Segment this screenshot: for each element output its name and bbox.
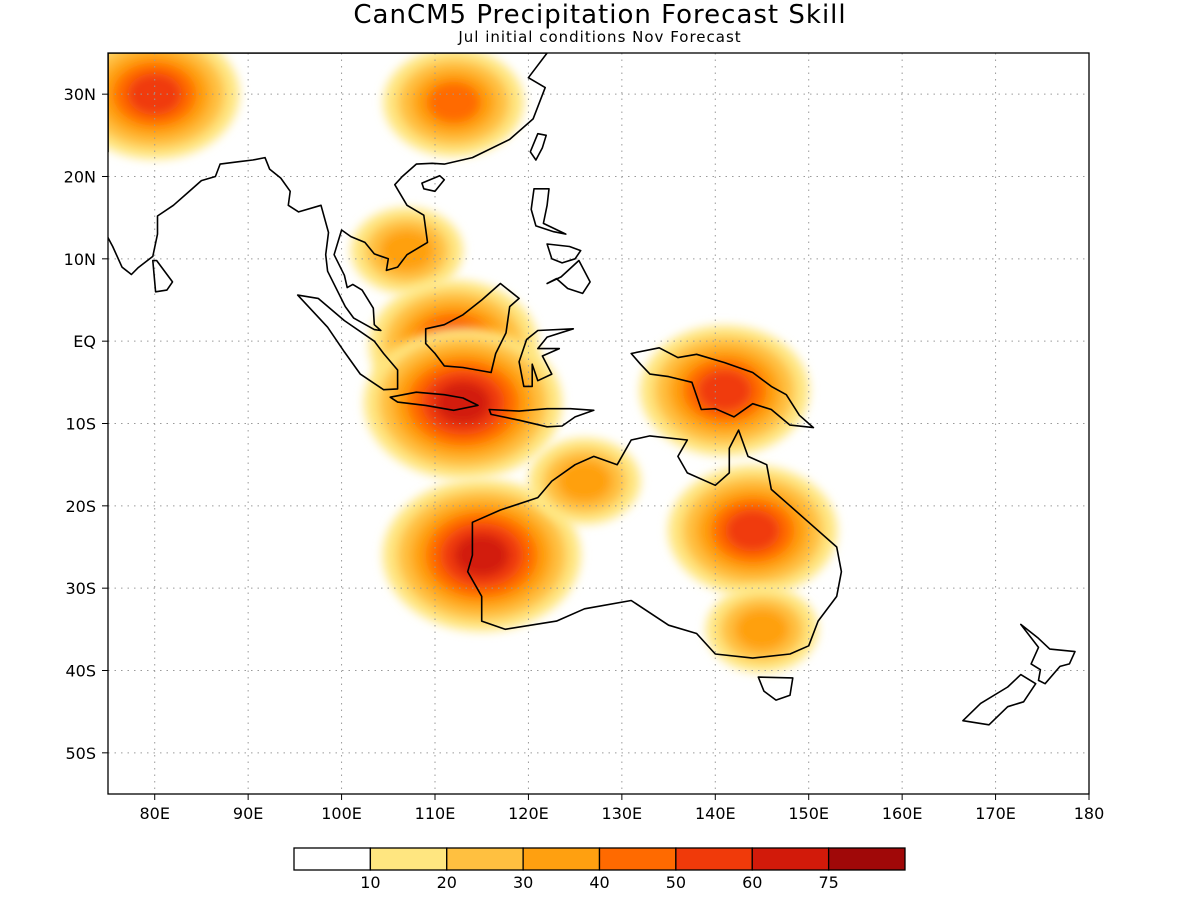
x-tick-label: 170E xyxy=(975,804,1016,823)
coastline-australia xyxy=(466,429,843,659)
x-tick-label: 140E xyxy=(695,804,736,823)
coastline-tasmania xyxy=(757,676,794,701)
skill-band xyxy=(454,534,510,577)
coastline-taiwan xyxy=(529,132,548,161)
plot-background xyxy=(108,53,1089,794)
y-tick-label: 10S xyxy=(65,415,96,434)
coastlines xyxy=(108,53,1076,726)
x-tick-label: 150E xyxy=(788,804,829,823)
coastline-sri-lanka xyxy=(152,259,174,293)
x-tick-label: 100E xyxy=(321,804,362,823)
colorbar-label: 60 xyxy=(742,873,762,892)
x-tick-label: 160E xyxy=(882,804,923,823)
x-tick-label: 110E xyxy=(415,804,456,823)
skill-region-new-guinea xyxy=(640,325,810,456)
x-tick-label: 120E xyxy=(508,804,549,823)
colorbar-label: 10 xyxy=(360,873,380,892)
x-tick-label: 90E xyxy=(233,804,263,823)
x-tick-label: 180 xyxy=(1074,804,1105,823)
colorbar-swatch xyxy=(522,847,601,871)
y-tick-label: 30N xyxy=(64,85,96,104)
coastline-mindanao xyxy=(546,259,591,295)
coastline-nz-south xyxy=(962,673,1037,726)
skill-region-western-australia xyxy=(382,479,581,632)
skill-band xyxy=(379,229,435,272)
skill-region-eastern-australia xyxy=(668,465,838,596)
colorbar-swatch xyxy=(675,847,753,871)
colorbar-label: 50 xyxy=(666,873,686,892)
colorbar-swatch xyxy=(446,847,524,871)
coastline-lesser-sundas xyxy=(488,407,595,428)
colorbar-swatch xyxy=(598,847,677,871)
colorbar-swatch xyxy=(293,847,372,871)
coastline-sulawesi xyxy=(518,327,575,388)
y-tick-label: 30S xyxy=(65,579,96,598)
colorbar-label: 75 xyxy=(818,873,838,892)
coastline-visayas xyxy=(546,243,582,264)
skill-band xyxy=(725,509,780,552)
skill-region-south-east-australia xyxy=(706,586,818,673)
skill-band xyxy=(734,608,790,651)
y-tick-label: 20N xyxy=(64,168,96,187)
skill-region-java xyxy=(364,326,562,479)
coastline-hainan xyxy=(421,174,446,193)
y-tick-label: EQ xyxy=(73,332,96,351)
colorbar-swatch xyxy=(369,847,448,871)
y-tick-label: 20S xyxy=(65,497,96,516)
chart-subtitle: Jul initial conditions Nov Forecast xyxy=(458,28,742,46)
colorbar: 10 20 30 40 50 60 75 xyxy=(293,847,906,892)
map-grid xyxy=(108,53,1089,794)
coastline-java xyxy=(389,391,479,412)
skill-band xyxy=(557,460,612,503)
skill-band xyxy=(435,381,491,424)
coastline-luzon xyxy=(530,188,567,235)
y-tick-label: 40S xyxy=(65,662,96,681)
skill-region-southern-china xyxy=(383,53,524,157)
coastline-new-guinea xyxy=(630,346,815,429)
colorbar-swatch xyxy=(827,847,906,871)
coastline-nz-north xyxy=(1019,623,1076,685)
skill-region-northern-australia xyxy=(528,438,641,525)
coastline-mainland-asia xyxy=(108,53,548,332)
colorbar-label: 30 xyxy=(513,873,533,892)
colorbar-label: 20 xyxy=(437,873,457,892)
y-tick-label: 50S xyxy=(65,744,96,763)
skill-shading xyxy=(108,53,838,673)
colorbar-label: 40 xyxy=(589,873,609,892)
x-tick-label: 130E xyxy=(602,804,643,823)
y-tick-label: 10N xyxy=(64,250,96,269)
chart-title: CanCM5 Precipitation Forecast Skill xyxy=(353,0,847,30)
skill-band xyxy=(426,81,481,124)
colorbar-swatch xyxy=(751,847,830,871)
x-tick-label: 80E xyxy=(139,804,169,823)
coastline-sumatra xyxy=(296,294,399,391)
skill-band xyxy=(697,369,752,412)
coastline-borneo xyxy=(424,282,520,374)
axis-ticks: 80E 90E 100E 110E 120E 130E 140E 150E 160E 170E 18… xyxy=(64,85,1105,823)
